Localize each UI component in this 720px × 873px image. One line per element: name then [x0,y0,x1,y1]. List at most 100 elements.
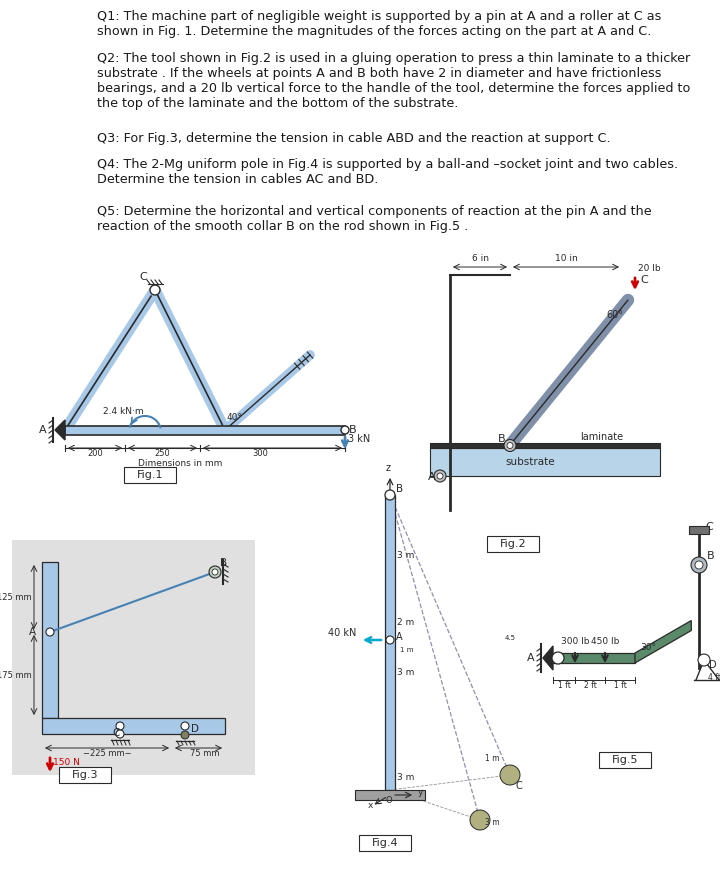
Text: B: B [498,434,505,443]
Text: A: A [29,627,36,637]
Text: 4.5: 4.5 [505,635,516,641]
Text: 20 lb: 20 lb [638,264,661,273]
Circle shape [504,439,516,451]
Polygon shape [55,420,65,440]
Text: C: C [640,275,648,285]
Circle shape [116,730,124,738]
Circle shape [386,636,394,644]
Text: A: A [40,425,47,435]
FancyBboxPatch shape [553,653,635,663]
Text: 450 lb: 450 lb [591,637,619,646]
Circle shape [500,765,520,785]
Text: D: D [191,724,199,734]
Text: 1 ft: 1 ft [557,681,570,690]
Text: 250: 250 [154,449,170,458]
Text: Fig.4: Fig.4 [372,838,398,848]
Circle shape [150,285,160,295]
FancyBboxPatch shape [12,540,255,775]
FancyBboxPatch shape [355,790,425,800]
FancyBboxPatch shape [359,835,411,851]
Text: A: A [396,632,402,642]
Text: 4 ft: 4 ft [708,673,720,682]
Text: C: C [112,728,120,738]
Text: B: B [349,425,356,435]
Circle shape [212,569,218,575]
FancyBboxPatch shape [42,718,225,734]
Text: z: z [386,463,391,473]
Text: B: B [396,484,403,494]
Text: 30°: 30° [640,643,656,652]
Text: y: y [418,788,423,797]
FancyBboxPatch shape [689,526,709,534]
Text: substrate: substrate [505,457,555,467]
Text: 3 m: 3 m [397,773,415,782]
Text: Fig.2: Fig.2 [500,539,526,549]
Text: B: B [707,551,715,561]
Text: C: C [139,272,147,282]
Circle shape [434,470,446,482]
Text: the top of the laminate and the bottom of the substrate.: the top of the laminate and the bottom o… [97,97,459,110]
Text: Fig.3: Fig.3 [72,770,98,780]
Circle shape [691,557,707,573]
Text: 40°: 40° [227,413,243,422]
Text: 1 m: 1 m [485,754,500,763]
FancyBboxPatch shape [124,467,176,483]
Circle shape [209,566,221,578]
Text: −225 mm−: −225 mm− [83,749,131,758]
Circle shape [695,561,703,569]
Text: 175 mm: 175 mm [0,670,32,679]
Text: Q2: The tool shown in Fig.2 is used in a gluing operation to press a thin lamina: Q2: The tool shown in Fig.2 is used in a… [97,52,690,65]
Circle shape [385,490,395,500]
Text: 60°: 60° [606,310,623,320]
Text: 40 kN: 40 kN [328,628,356,638]
Text: Q5: Determine the horizontal and vertical components of reaction at the pin A an: Q5: Determine the horizontal and vertica… [97,205,652,218]
Text: Fig.1: Fig.1 [137,470,163,480]
Text: substrate . If the wheels at points A and B both have 2 in diameter and have fri: substrate . If the wheels at points A an… [97,67,662,80]
Text: x: x [368,801,374,810]
FancyBboxPatch shape [430,448,660,476]
Text: 2 m: 2 m [397,618,414,627]
Text: 3 m: 3 m [397,668,415,677]
Circle shape [552,652,564,664]
Text: Fig.5: Fig.5 [612,755,638,765]
Text: Q4: The 2-Mg uniform pole in Fig.4 is supported by a ball-and –socket joint and : Q4: The 2-Mg uniform pole in Fig.4 is su… [97,158,678,171]
Text: 125 mm: 125 mm [0,593,32,601]
Text: 300 lb: 300 lb [561,637,589,646]
Text: A: A [527,653,535,663]
Text: 300: 300 [252,449,268,458]
Text: 6 in: 6 in [472,254,488,263]
Text: 2 ft: 2 ft [584,681,596,690]
Text: 150 N: 150 N [53,758,80,767]
Text: 200: 200 [87,449,103,458]
Text: A: A [428,472,436,482]
Circle shape [46,628,54,636]
Text: B: B [220,558,227,568]
FancyBboxPatch shape [430,443,660,448]
Text: C: C [705,522,713,532]
Polygon shape [543,646,553,670]
FancyBboxPatch shape [65,425,345,435]
Text: 3 kN: 3 kN [348,434,370,444]
Text: reaction of the smooth collar B on the rod shown in Fig.5 .: reaction of the smooth collar B on the r… [97,220,468,233]
FancyBboxPatch shape [59,767,111,783]
Circle shape [181,731,189,739]
Text: laminate: laminate [580,432,623,442]
Text: 3 m: 3 m [397,551,415,560]
Text: 75 mm: 75 mm [190,749,220,758]
Text: 10 in: 10 in [554,254,577,263]
Circle shape [470,810,490,830]
Text: D: D [709,660,716,670]
Text: Dimensions in mm: Dimensions in mm [138,459,222,468]
Circle shape [507,443,513,449]
FancyBboxPatch shape [42,562,58,718]
Text: bearings, and a 20 lb vertical force to the handle of the tool, determine the fo: bearings, and a 20 lb vertical force to … [97,82,690,95]
FancyBboxPatch shape [385,495,395,790]
Circle shape [181,722,189,730]
FancyBboxPatch shape [599,752,651,768]
Text: shown in Fig. 1. Determine the magnitudes of the forces acting on the part at A : shown in Fig. 1. Determine the magnitude… [97,25,652,38]
Circle shape [116,722,124,730]
Text: Q1: The machine part of negligible weight is supported by a pin at A and a rolle: Q1: The machine part of negligible weigh… [97,10,662,23]
Circle shape [341,426,349,434]
Text: O: O [386,796,392,805]
Text: Q3: For Fig.3, determine the tension in cable ABD and the reaction at support C.: Q3: For Fig.3, determine the tension in … [97,132,611,145]
